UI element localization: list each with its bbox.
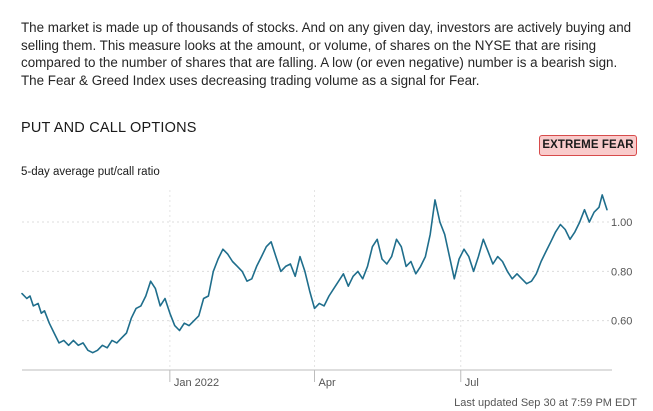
x-tick-label: Jul [465,377,479,389]
y-tick-label: 0.60 [611,316,632,328]
chart-title: 5-day average put/call ratio [21,166,160,178]
x-tick-label: Jan 2022 [174,377,219,389]
x-tick-label: Apr [319,377,336,389]
put-call-ratio-line [21,194,608,354]
last-updated-timestamp: Last updated Sep 30 at 7:59 PM EDT [454,397,637,409]
y-tick-label: 0.80 [611,266,632,278]
section-title: PUT AND CALL OPTIONS [21,120,197,136]
status-badge: EXTREME FEAR [539,135,637,156]
y-tick-label: 1.00 [611,217,632,229]
indicator-description: The market is made up of thousands of st… [21,20,632,88]
